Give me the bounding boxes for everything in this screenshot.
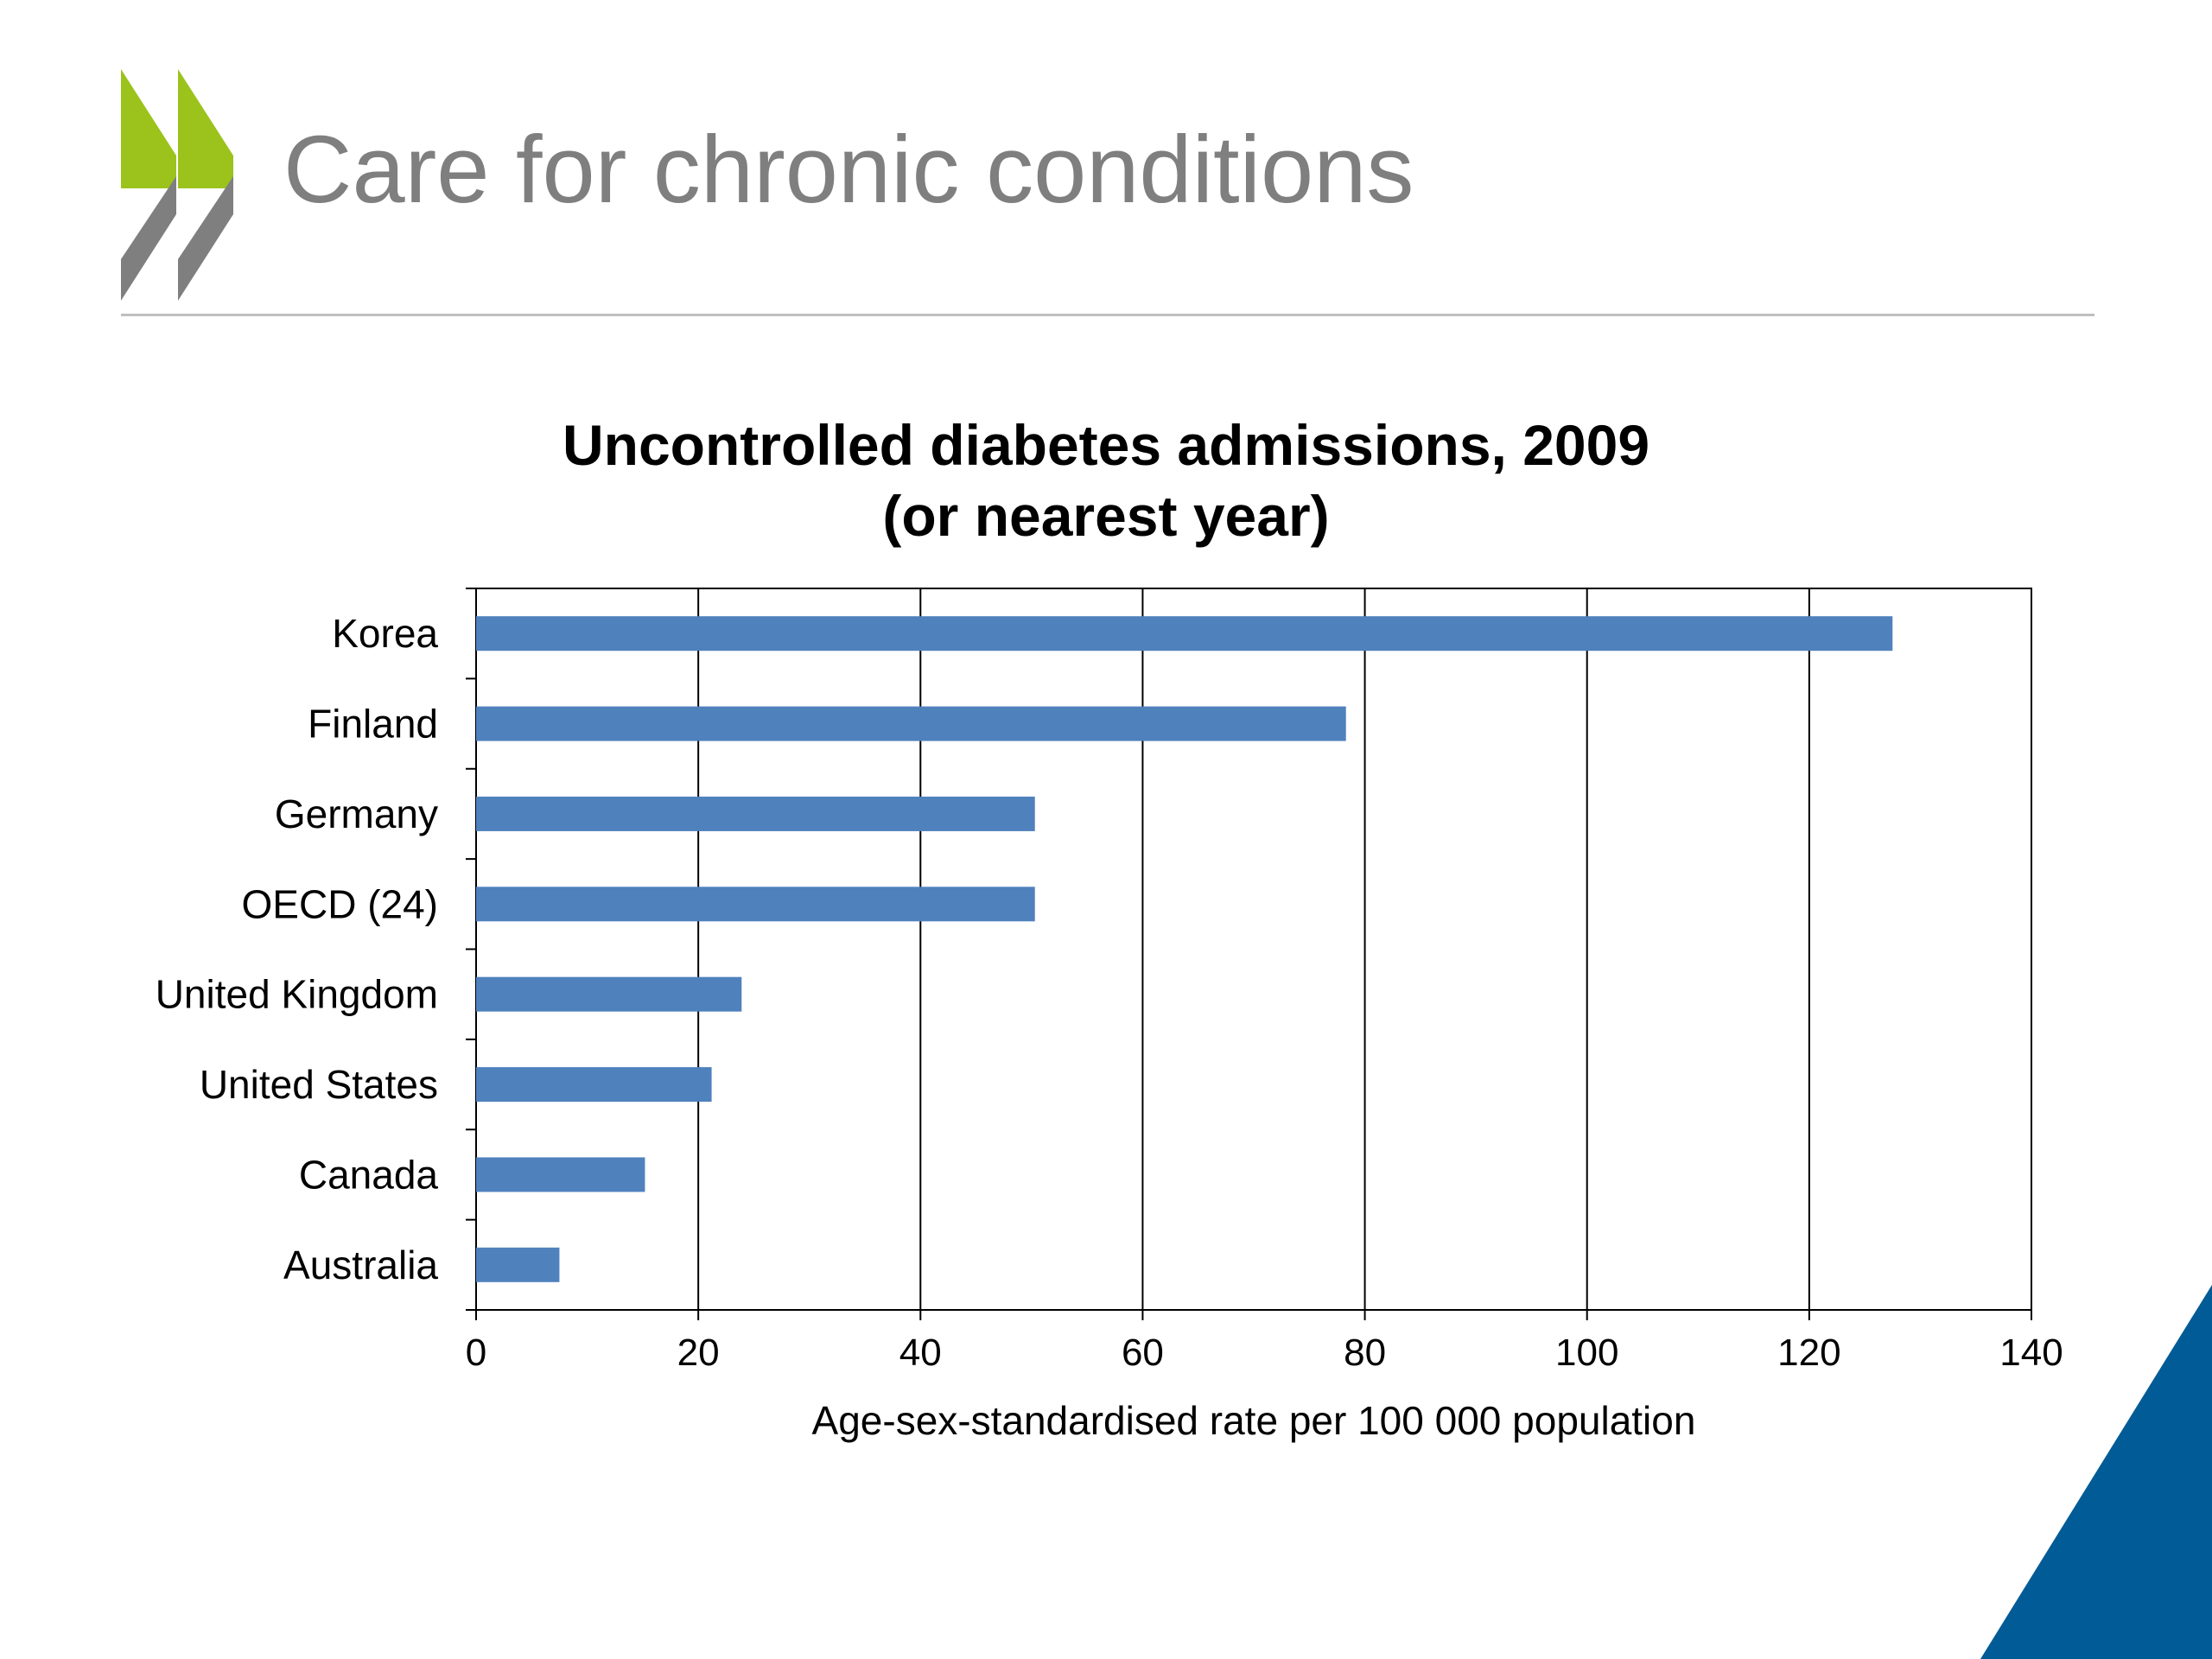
x-tick-label: 40 <box>899 1332 942 1374</box>
bar <box>476 976 742 1012</box>
category-label: OECD (24) <box>242 881 438 926</box>
x-axis-title: Age-sex-standardised rate per 100 000 po… <box>812 1398 1696 1443</box>
x-tick-label: 20 <box>677 1332 720 1374</box>
category-label: United States <box>200 1062 438 1107</box>
chart-subtitle-line: (or nearest year) <box>882 484 1330 548</box>
category-label: United Kingdom <box>156 972 438 1017</box>
logo-green-chevron-left <box>121 69 176 188</box>
category-label: Germany <box>275 791 438 836</box>
x-tick-label: 60 <box>1122 1332 1164 1374</box>
chart-title-line: Uncontrolled diabetes admissions, 2009 <box>562 413 1650 477</box>
chart-title: Uncontrolled diabetes admissions, 2009 (… <box>0 410 2212 551</box>
bar <box>476 887 1035 922</box>
bar <box>476 1157 645 1192</box>
x-tick-label: 120 <box>1777 1332 1840 1374</box>
x-tick-label: 80 <box>1344 1332 1386 1374</box>
bar <box>476 616 1893 652</box>
slide-title: Care for chronic conditions <box>283 117 1414 223</box>
category-label: Korea <box>332 611 438 656</box>
bar <box>476 706 1346 741</box>
logo-green-chevron-right <box>178 69 233 188</box>
oecd-chevrons-icon <box>121 69 233 301</box>
corner-triangle-shape <box>1980 1285 2212 1659</box>
x-tick-label: 100 <box>1555 1332 1618 1374</box>
bar <box>476 1247 560 1282</box>
title-divider <box>121 314 2094 316</box>
bar <box>476 796 1035 831</box>
logo-grey-chevron-left <box>121 176 176 301</box>
logo-grey-chevron-right <box>178 176 233 301</box>
category-label: Canada <box>299 1152 439 1197</box>
x-tick-label: 140 <box>1999 1332 2063 1374</box>
category-label: Australia <box>283 1243 438 1287</box>
bar <box>476 1067 712 1103</box>
category-label: Finland <box>308 702 438 747</box>
x-tick-label: 0 <box>466 1332 486 1374</box>
